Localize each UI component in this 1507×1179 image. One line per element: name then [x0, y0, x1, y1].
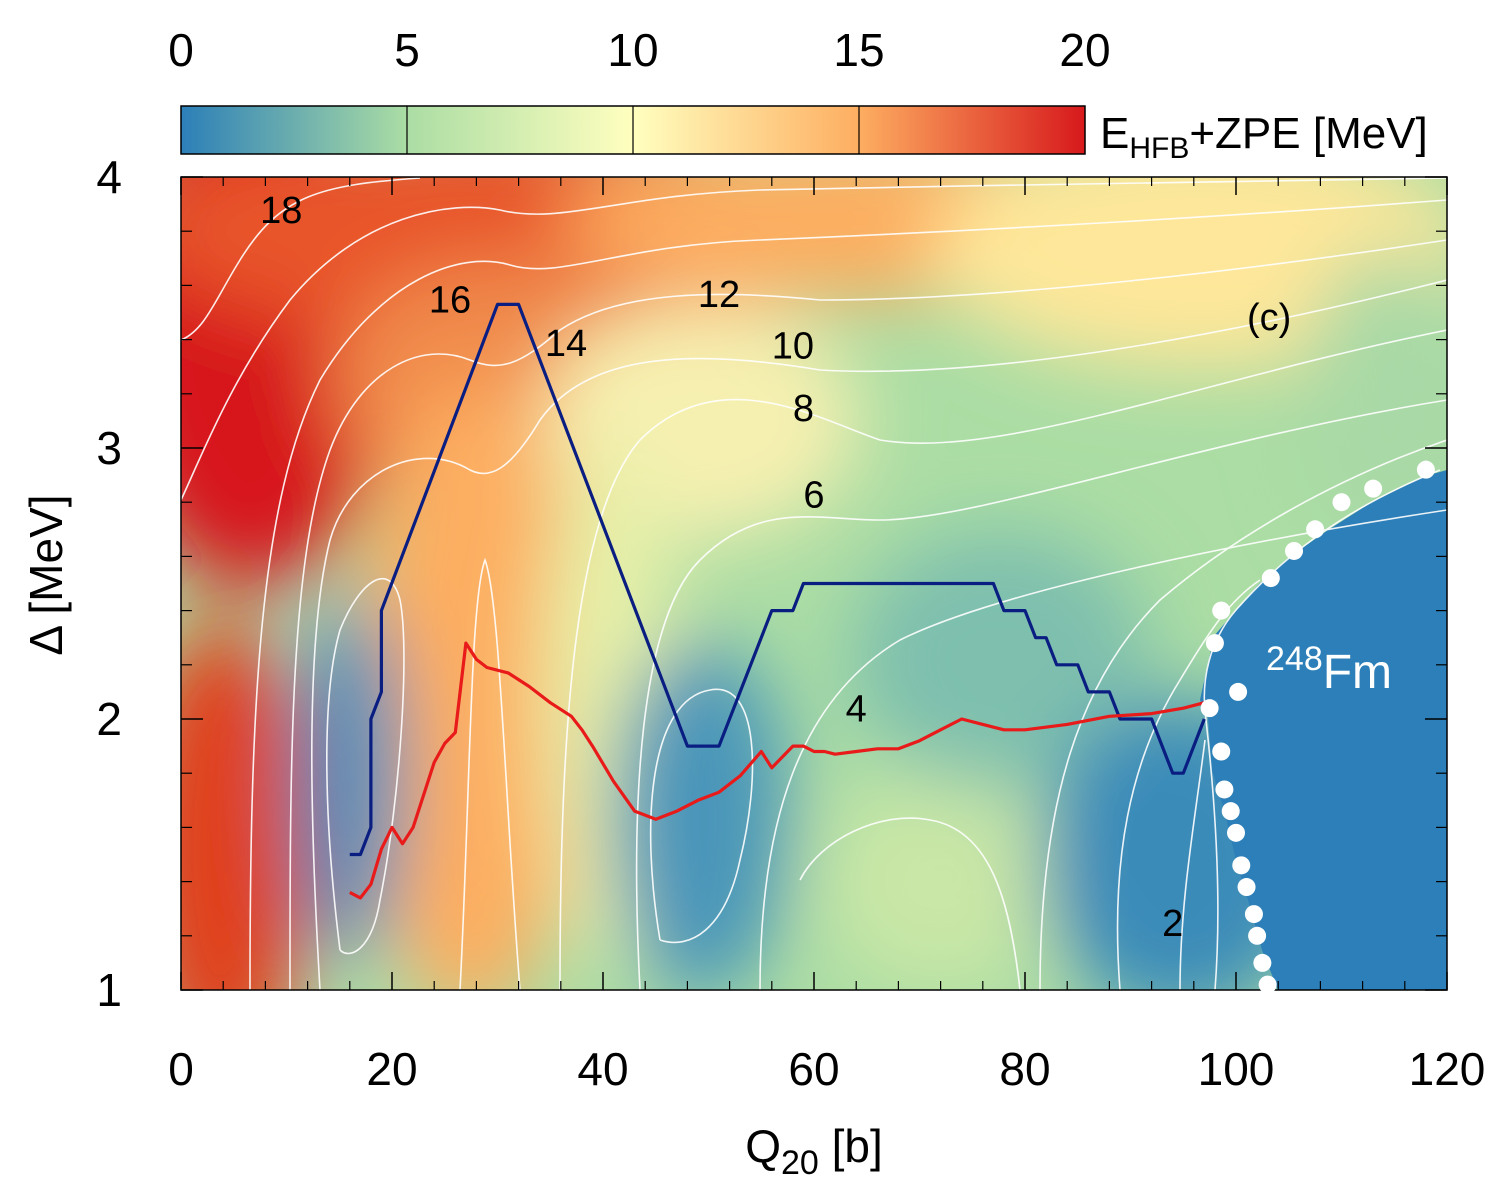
- x-tick-label: 60: [788, 1043, 839, 1095]
- boundary-dot: [1212, 742, 1231, 761]
- x-axis-title: Q20 [b]: [745, 1120, 883, 1179]
- colorbar-tick-label: 5: [394, 24, 420, 76]
- contour-line: [249, 199, 1447, 990]
- colorbar-label-main: E: [1100, 109, 1129, 158]
- nucleus-symbol: Fm: [1323, 646, 1392, 699]
- contour-line: [1179, 739, 1206, 990]
- heatmap-region: [295, 600, 405, 960]
- y-axis-title: Δ [MeV]: [20, 494, 72, 655]
- x-tick-label: 0: [168, 1043, 194, 1095]
- colorbar-label-sub: HFB: [1129, 132, 1189, 165]
- boundary-dot: [1248, 926, 1267, 945]
- boundary-dot: [1227, 823, 1245, 842]
- contour-label: 2: [1162, 903, 1183, 945]
- nucleus-label: 248Fm: [1266, 640, 1392, 699]
- contour-label: 10: [772, 326, 814, 368]
- series-layer: [349, 302, 1206, 900]
- contour-line: [459, 557, 521, 990]
- contour-label: 16: [429, 280, 471, 322]
- contour-line: [635, 399, 1447, 990]
- colorbar-tick-label: 0: [168, 24, 194, 76]
- colorbar-tick-label: 20: [1059, 24, 1110, 76]
- boundary-dot: [1244, 905, 1263, 924]
- contour-line: [311, 279, 1447, 990]
- boundary-dot: [1205, 634, 1224, 653]
- boundary-dots: [1200, 460, 1435, 994]
- series-line: [349, 302, 1206, 857]
- boundary-dot: [1232, 856, 1251, 875]
- heatmap-region: [181, 620, 310, 990]
- x-tick-label: 20: [366, 1043, 417, 1095]
- boundary-dot: [1306, 520, 1325, 539]
- contour-line: [181, 177, 421, 341]
- boundary-dot: [1221, 802, 1240, 821]
- contour-label: 12: [698, 274, 740, 316]
- contour-label: 18: [260, 190, 302, 232]
- boundary-dot: [1200, 699, 1219, 718]
- x-axis-title-unit: [b]: [819, 1120, 883, 1172]
- y-tick-label: 1: [96, 964, 122, 1016]
- boundary-dot: [1237, 878, 1256, 897]
- heatmap-region: [820, 770, 1060, 990]
- boundary-dot: [1332, 493, 1351, 512]
- contour-label: 14: [545, 323, 587, 365]
- colorbar-tick-label: 15: [833, 24, 884, 76]
- boundary-dot: [1416, 460, 1435, 479]
- nucleus-mass: 248: [1266, 640, 1323, 678]
- boundary-dot: [1261, 569, 1280, 588]
- colorbar-tick-label: 10: [607, 24, 658, 76]
- boundary-dot: [1212, 601, 1231, 620]
- contour-labels: 18 16 14 12 10 8 6 4 2: [260, 190, 1183, 945]
- panel-label: (c): [1247, 297, 1291, 339]
- boundary-dot: [1258, 975, 1277, 994]
- colorbar: 0 5 10 15 20 EHFB+ZPE [MeV]: [168, 24, 1428, 165]
- contour-line: [799, 817, 1021, 990]
- contours: [181, 177, 1447, 990]
- y-tick-label: 3: [96, 422, 122, 474]
- y-tick-label: 4: [96, 151, 122, 203]
- x-tick-label: 40: [577, 1043, 628, 1095]
- heatmap-region: [360, 380, 580, 990]
- fm248-region: [1200, 470, 1447, 990]
- contour-label: 8: [793, 388, 814, 430]
- contour-line: [559, 329, 1447, 990]
- colorbar-label-rest: +ZPE [MeV]: [1189, 109, 1427, 158]
- contour-line: [289, 239, 1447, 990]
- y-tick-label: 2: [96, 693, 122, 745]
- contour-label: 4: [846, 689, 867, 731]
- boundary-dot: [1364, 479, 1383, 498]
- contour-line: [759, 509, 1447, 990]
- x-tick-label: 100: [1198, 1043, 1275, 1095]
- colorbar-ticks: 0 5 10 15 20: [168, 24, 1111, 154]
- boundary-dot: [1285, 541, 1304, 560]
- contour-line: [1039, 439, 1447, 990]
- series-line: [349, 641, 1205, 900]
- contour-line: [649, 688, 754, 944]
- x-axis-title-main: Q: [745, 1120, 781, 1172]
- x-axis-title-sub: 20: [781, 1144, 819, 1179]
- heatmap-region: [850, 530, 1150, 790]
- colorbar-label: EHFB+ZPE [MeV]: [1100, 109, 1428, 165]
- x-axis: 0 20 40 60 80 100 120: [168, 177, 1485, 1095]
- boundary-dot: [1253, 953, 1272, 972]
- x-tick-label: 80: [999, 1043, 1050, 1095]
- heatmap-region: [1300, 250, 1447, 550]
- contour-line: [326, 578, 405, 955]
- boundary-dot: [1215, 780, 1234, 799]
- contour-label: 6: [803, 475, 824, 517]
- x-tick-label: 120: [1409, 1043, 1486, 1095]
- boundary-dot: [1229, 682, 1248, 701]
